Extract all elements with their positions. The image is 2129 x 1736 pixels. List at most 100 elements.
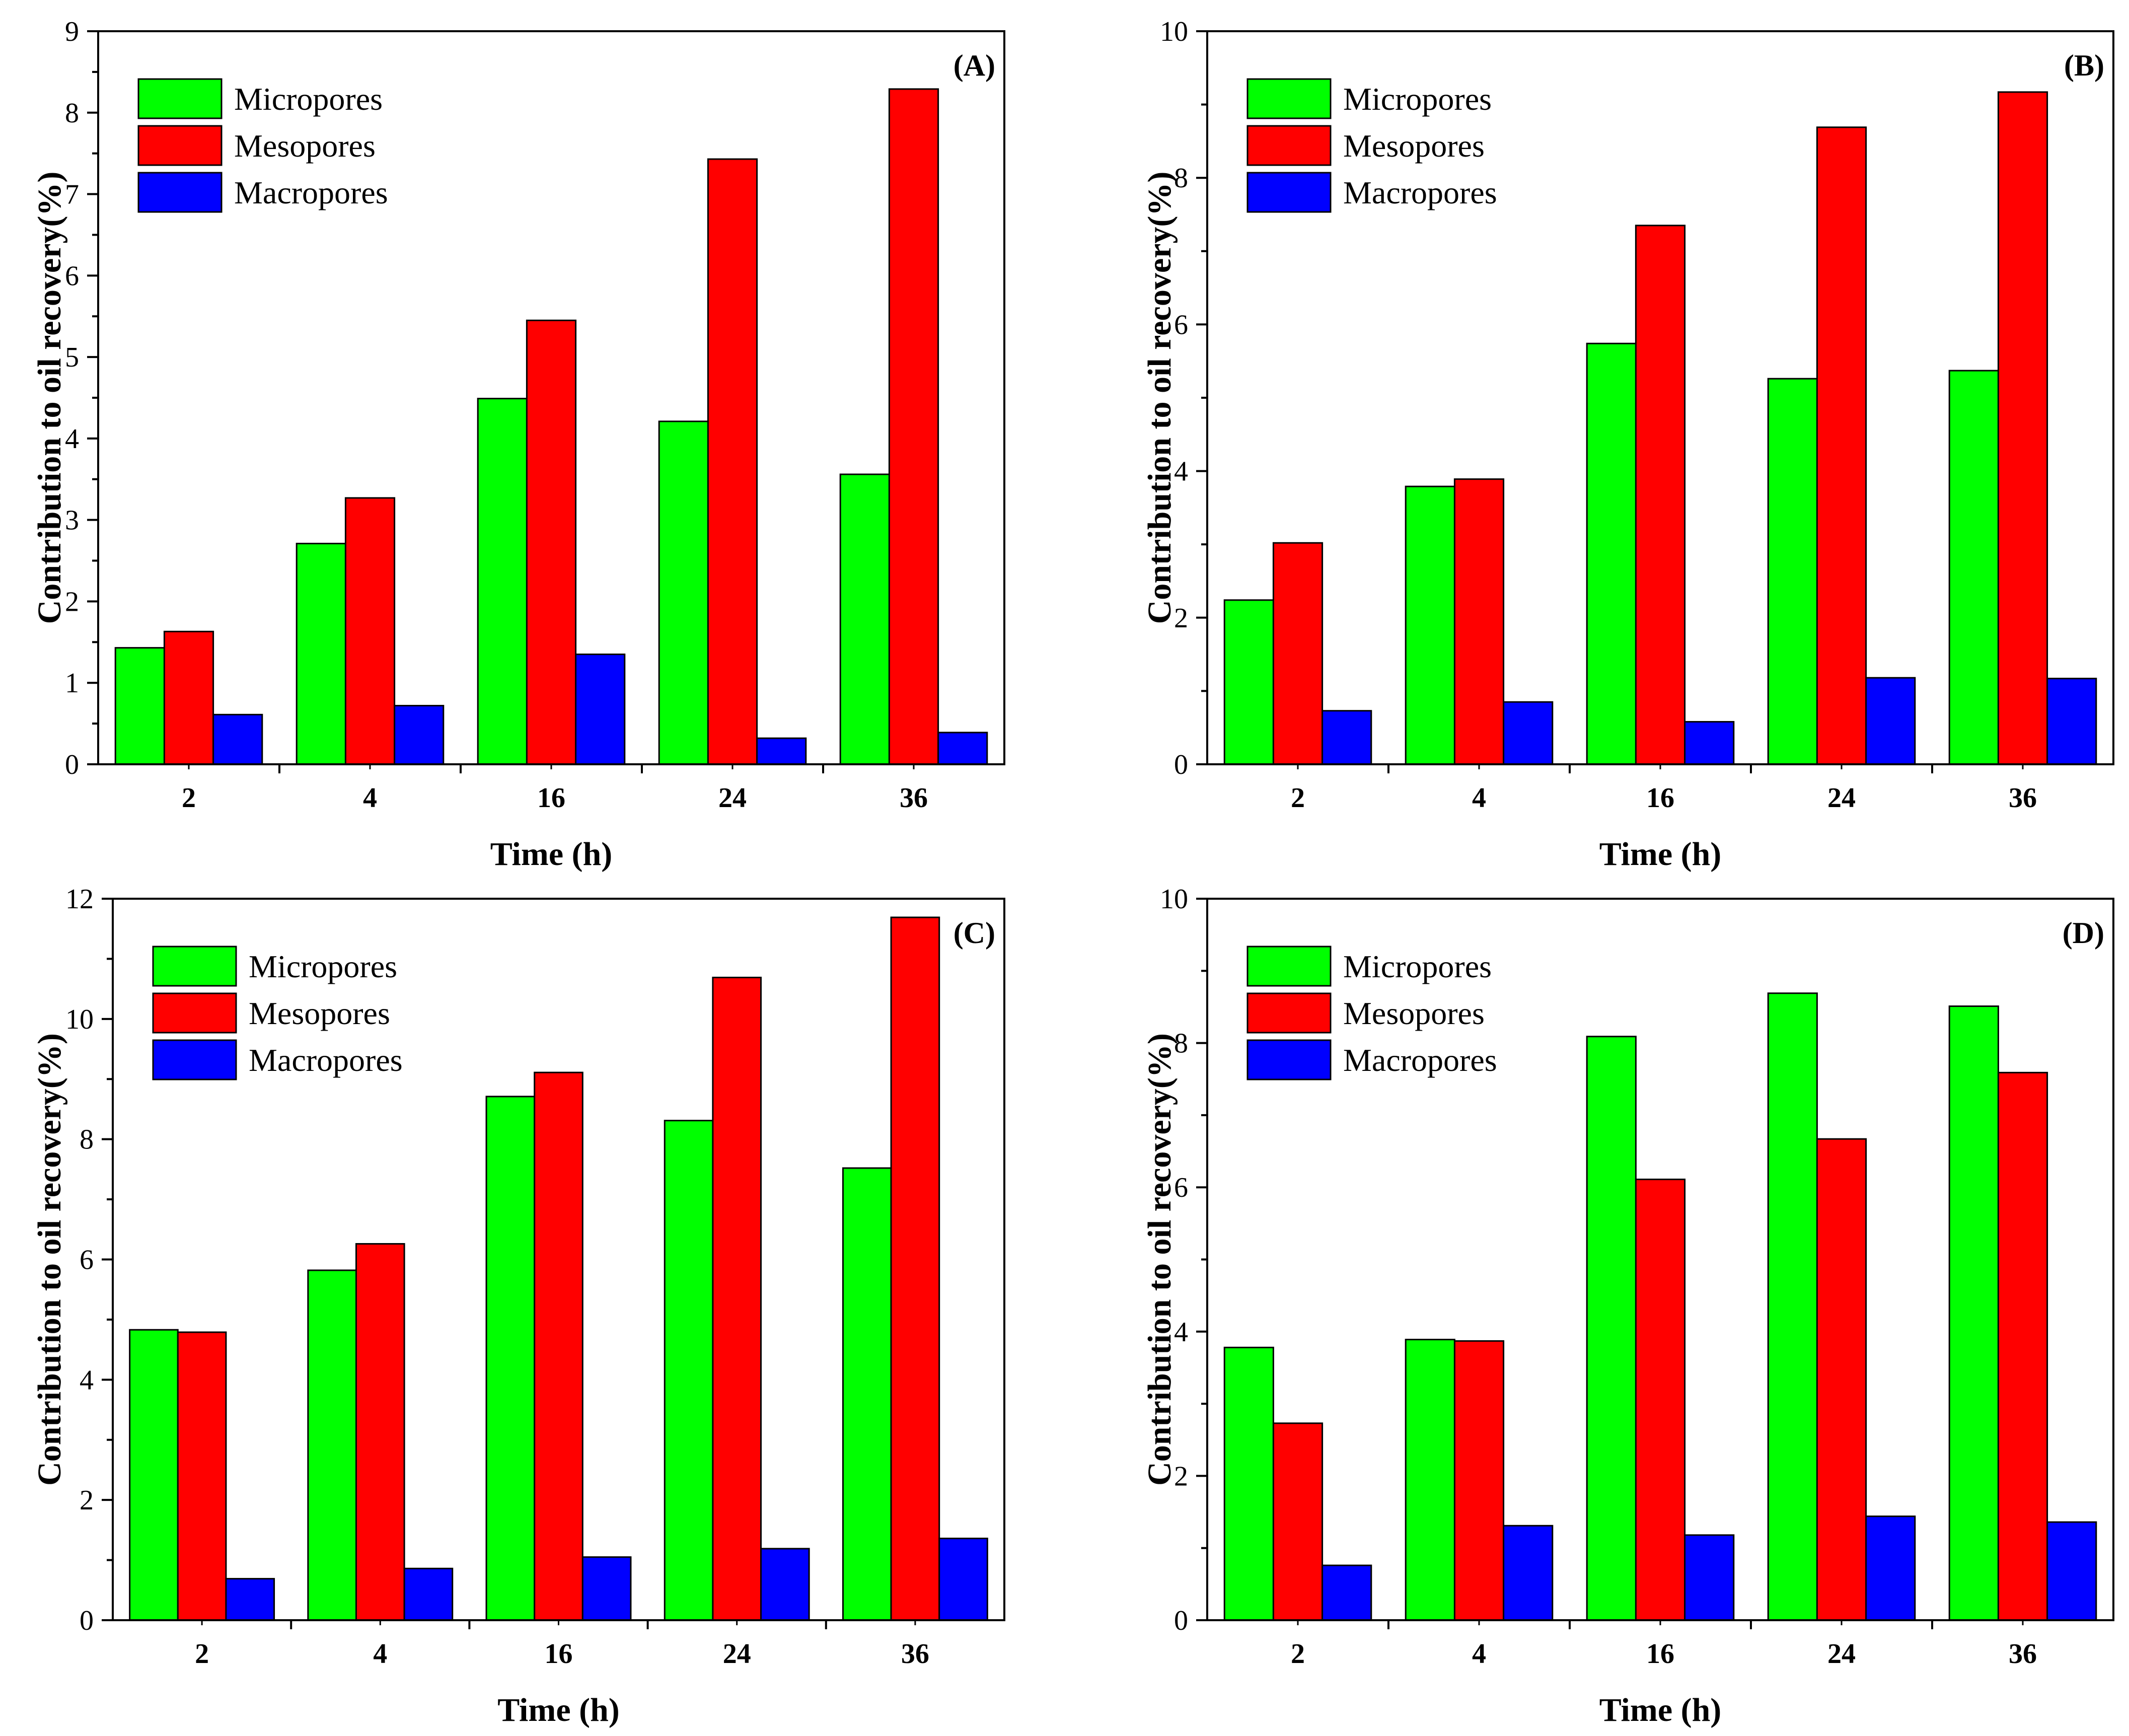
y-tick-label: 10	[65, 1004, 94, 1035]
legend-label-macropores: Macropores	[1343, 1042, 1497, 1078]
panel-label: (C)	[953, 916, 995, 950]
y-tick-label: 2	[80, 1485, 94, 1516]
bar-mesopores-2	[1272, 542, 1324, 765]
legend-label-micropores: Micropores	[1343, 81, 1492, 117]
y-axis-title: Contribution to oil recovery(%)	[31, 172, 68, 624]
legend-label-micropores: Micropores	[234, 81, 383, 117]
y-tick-label: 5	[65, 342, 79, 373]
bar-mesopores-2	[1272, 1422, 1324, 1621]
y-tick-label: 7	[65, 179, 79, 210]
legend-label-mesopores: Mesopores	[234, 128, 376, 164]
bar-mesopores-4	[344, 497, 396, 765]
bar-macropores-24	[760, 1548, 810, 1621]
legend-swatch-micropores	[1246, 946, 1332, 987]
x-tick-label: 24	[718, 782, 747, 814]
y-tick-label: 0	[65, 749, 79, 780]
y-tick-label: 6	[1174, 1172, 1188, 1203]
bar-macropores-2	[1322, 710, 1372, 765]
bar-macropores-36	[2046, 1521, 2097, 1621]
bar-macropores-36	[2046, 678, 2097, 765]
y-tick-label: 2	[65, 586, 79, 617]
x-tick-label: 16	[537, 782, 565, 814]
bar-macropores-2	[1322, 1564, 1372, 1621]
bar-mesopores-4	[1453, 478, 1505, 765]
bar-micropores-16	[485, 1096, 536, 1621]
x-tick-label: 2	[1291, 782, 1305, 814]
bar-mesopores-16	[1635, 225, 1686, 765]
x-tick-label: 2	[182, 782, 196, 814]
bar-micropores-36	[1948, 370, 1999, 765]
x-tick-label: 4	[373, 1638, 387, 1670]
x-tick-label: 4	[1472, 1638, 1486, 1670]
bar-micropores-4	[307, 1269, 357, 1621]
bar-micropores-2	[114, 647, 165, 765]
x-tick-label: 2	[195, 1638, 209, 1670]
bar-mesopores-16	[1635, 1178, 1686, 1621]
x-tick-label: 2	[1291, 1638, 1305, 1670]
y-tick-label: 10	[1160, 16, 1188, 47]
bar-macropores-4	[1503, 701, 1554, 765]
bar-micropores-2	[1223, 599, 1274, 765]
x-axis-title: Time (h)	[1599, 1692, 1722, 1728]
bar-micropores-16	[1586, 1036, 1637, 1621]
x-tick-label: 36	[2009, 1638, 2037, 1670]
bar-mesopores-24	[707, 158, 758, 765]
legend-label-mesopores: Mesopores	[249, 995, 390, 1031]
y-tick-label: 9	[65, 16, 79, 47]
bar-macropores-24	[756, 737, 807, 765]
y-tick-label: 8	[1174, 163, 1188, 194]
bar-micropores-24	[658, 420, 709, 765]
panel-label: (A)	[953, 49, 995, 82]
bar-micropores-24	[664, 1120, 714, 1621]
bar-micropores-4	[296, 543, 346, 765]
y-tick-label: 4	[80, 1364, 94, 1396]
bar-mesopores-16	[526, 319, 577, 765]
bar-micropores-36	[842, 1167, 892, 1621]
x-tick-label: 16	[1646, 782, 1674, 814]
legend-swatch-mesopores	[137, 125, 223, 166]
legend-swatch-macropores	[1246, 172, 1332, 213]
bar-mesopores-36	[1997, 91, 2048, 765]
x-tick-label: 36	[901, 1638, 929, 1670]
bar-mesopores-4	[355, 1243, 405, 1621]
bar-mesopores-2	[177, 1331, 227, 1621]
panel-label: (B)	[2064, 49, 2104, 82]
bar-macropores-24	[1865, 677, 1916, 765]
y-tick-label: 12	[65, 884, 94, 915]
bar-macropores-2	[225, 1578, 275, 1621]
bar-micropores-16	[1586, 342, 1637, 765]
y-tick-label: 0	[80, 1605, 94, 1636]
legend-swatch-macropores	[137, 172, 223, 213]
y-tick-label: 10	[1160, 884, 1188, 915]
y-tick-label: 4	[65, 423, 79, 455]
bar-mesopores-24	[712, 976, 762, 1621]
x-tick-label: 4	[1472, 782, 1486, 814]
y-tick-label: 1	[65, 668, 79, 699]
bar-micropores-2	[1223, 1346, 1274, 1621]
y-axis-title: Contribution to oil recovery(%)	[1141, 1033, 1178, 1486]
y-tick-label: 6	[80, 1245, 94, 1276]
bar-macropores-16	[1684, 1534, 1735, 1621]
legend-label-mesopores: Mesopores	[1343, 128, 1485, 164]
bar-mesopores-16	[534, 1071, 583, 1621]
y-tick-label: 2	[1174, 603, 1188, 634]
bar-mesopores-36	[1997, 1071, 2048, 1621]
bar-mesopores-24	[1816, 126, 1867, 765]
legend-swatch-mesopores	[152, 992, 237, 1034]
y-axis-title: Contribution to oil recovery(%)	[1141, 172, 1178, 624]
legend-label-macropores: Macropores	[249, 1042, 403, 1078]
x-tick-label: 36	[2009, 782, 2037, 814]
legend-swatch-mesopores	[1246, 125, 1332, 166]
bar-mesopores-2	[163, 630, 214, 765]
x-tick-label: 4	[363, 782, 377, 814]
panel-label: (D)	[2063, 916, 2104, 950]
bar-mesopores-24	[1816, 1138, 1867, 1621]
y-tick-label: 8	[80, 1124, 94, 1155]
bar-micropores-36	[1948, 1005, 1999, 1621]
legend-label-mesopores: Mesopores	[1343, 995, 1485, 1031]
bar-micropores-2	[129, 1329, 179, 1621]
